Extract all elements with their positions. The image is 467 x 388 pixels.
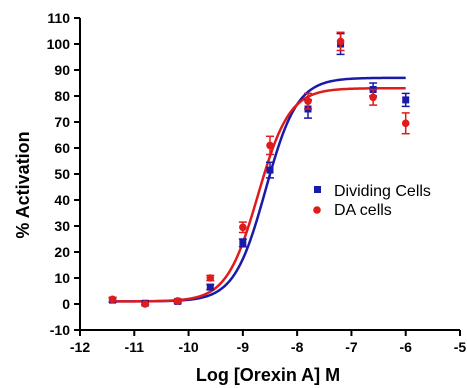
y-tick-label: 80: [54, 88, 70, 104]
x-tick-label: -8: [291, 339, 304, 355]
data-point-square: [266, 166, 274, 174]
data-point-square: [206, 283, 214, 291]
plot-area: -10 0 10 20 30 40 50 60 70 80 90 100 110 -12 -11 -10 -9…: [47, 10, 467, 355]
data-point-circle: [206, 274, 215, 282]
data-point-square: [402, 96, 410, 104]
legend-marker-circle: [313, 206, 321, 214]
data-points: [108, 31, 410, 308]
data-point-circle: [141, 300, 149, 308]
x-tick-label: -5: [454, 339, 467, 355]
x-tick-label: -10: [178, 339, 198, 355]
data-point-circle: [266, 141, 274, 150]
data-point-circle: [108, 295, 117, 304]
fit-curves: [112, 76, 406, 303]
x-tick-label: -12: [70, 339, 90, 355]
data-point-circle: [239, 223, 247, 232]
legend-item-da-cells: DA cells: [313, 202, 392, 219]
legend-item-dividing-cells: Dividing Cells: [314, 183, 431, 200]
data-point-circle: [173, 297, 182, 305]
data-point-circle: [369, 93, 377, 102]
x-tick-label: -7: [345, 339, 358, 355]
x-axis-title: Log [Orexin A] M: [196, 365, 340, 385]
y-tick-label: 20: [54, 244, 70, 260]
data-point-square: [239, 239, 247, 247]
x-tick-label: -6: [399, 339, 412, 355]
legend-label: Dividing Cells: [334, 183, 431, 200]
legend-label: DA cells: [334, 202, 392, 219]
y-tick-label: 0: [62, 296, 70, 312]
x-axis-ticks: -12 -11 -10 -9 -8 -7 -6 -5: [70, 330, 467, 355]
y-tick-label: 110: [47, 10, 70, 26]
y-tick-label: 60: [54, 140, 70, 156]
data-point-circle: [304, 97, 312, 105]
legend-marker-square: [314, 186, 321, 193]
y-tick-label: 40: [54, 192, 70, 208]
x-tick-label: -9: [237, 339, 250, 355]
data-point-circle: [401, 119, 410, 128]
y-tick-label: 50: [54, 166, 70, 182]
y-tick-label: -10: [50, 322, 70, 338]
data-point-circle: [336, 37, 345, 46]
x-tick-label: -11: [125, 339, 145, 355]
y-tick-label: 30: [54, 218, 70, 234]
y-tick-label: 10: [54, 270, 70, 286]
legend: Dividing Cells DA cells: [313, 183, 431, 219]
y-axis-ticks: -10 0 10 20 30 40 50 60 70 80 90 100 110: [47, 10, 80, 338]
y-tick-label: 100: [47, 36, 71, 52]
y-tick-label: 70: [54, 114, 70, 130]
y-axis-title: % Activation: [13, 131, 33, 238]
fit-curve-series-1: [112, 86, 406, 303]
y-tick-label: 90: [54, 62, 70, 78]
